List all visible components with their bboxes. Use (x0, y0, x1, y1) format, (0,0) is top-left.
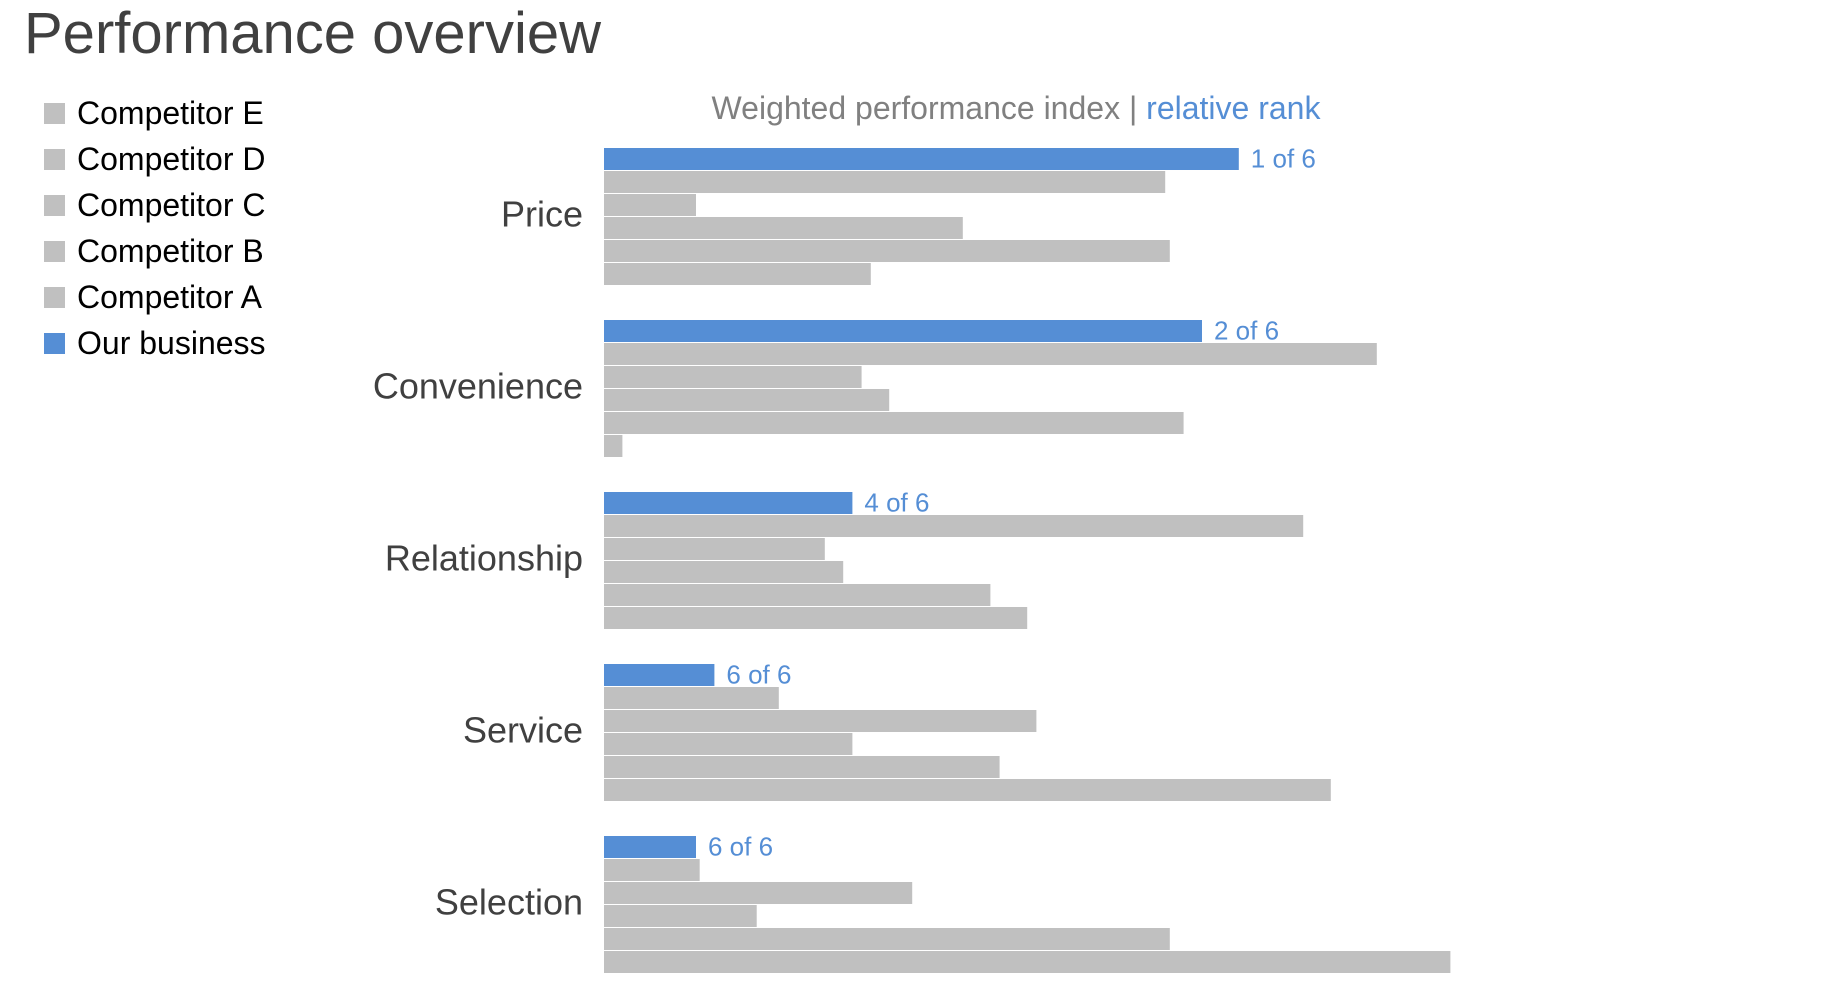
data-label-rank: 4 of 6 (864, 487, 929, 517)
bar-convenience-competitor-a (604, 343, 1377, 365)
bar-selection-competitor-d (604, 928, 1170, 950)
bar-service-competitor-c (604, 733, 853, 755)
chart-legend: Competitor E Competitor D Competitor C Comp… (44, 90, 266, 366)
bar-service-our-business (604, 664, 715, 686)
bar-group-selection: 6 of 6 (604, 831, 1451, 973)
bar-convenience-competitor-d (604, 412, 1184, 434)
data-label-rank: 1 of 6 (1251, 143, 1316, 173)
bar-group-service: 6 of 6 (604, 659, 1331, 801)
category-label-selection: Selection (435, 882, 583, 923)
data-label-rank: 2 of 6 (1214, 315, 1279, 345)
bar-relationship-competitor-a (604, 515, 1304, 537)
legend-item-competitor-e: Competitor E (44, 90, 266, 136)
bar-relationship-competitor-b (604, 538, 825, 560)
bar-service-competitor-d (604, 756, 1000, 778)
bar-price-competitor-e (604, 263, 871, 285)
bar-price-our-business (604, 148, 1239, 170)
bar-selection-competitor-e (604, 951, 1451, 973)
bar-group-convenience: 2 of 6 (604, 315, 1377, 457)
category-label-relationship: Relationship (385, 538, 583, 579)
category-label-service: Service (463, 710, 583, 751)
bar-service-competitor-a (604, 687, 779, 709)
bar-price-competitor-d (604, 240, 1170, 262)
bar-relationship-competitor-d (604, 584, 991, 606)
legend-swatch (44, 102, 65, 124)
legend-label: Competitor C (77, 186, 266, 223)
bar-convenience-competitor-e (604, 435, 623, 457)
legend-item-competitor-d: Competitor D (44, 136, 266, 182)
bar-relationship-competitor-e (604, 607, 1028, 629)
legend-item-competitor-b: Competitor B (44, 228, 266, 274)
bar-price-competitor-c (604, 217, 963, 239)
chart-title-part-rank: relative rank (1146, 90, 1321, 126)
bar-relationship-competitor-c (604, 561, 844, 583)
bar-selection-competitor-c (604, 905, 757, 927)
legend-swatch (44, 240, 65, 262)
category-label-price: Price (501, 194, 583, 235)
bar-convenience-competitor-b (604, 366, 862, 388)
bar-price-competitor-b (604, 194, 696, 216)
page-title: Performance overview (24, 1, 601, 66)
legend-label: Competitor A (77, 278, 262, 315)
bar-service-competitor-e (604, 779, 1331, 801)
chart-title: Weighted performance index | relative ra… (600, 90, 1432, 127)
bar-selection-our-business (604, 836, 696, 858)
legend-label: Our business (77, 324, 266, 361)
data-label-rank: 6 of 6 (726, 659, 791, 689)
bar-selection-competitor-b (604, 882, 913, 904)
bar-relationship-our-business (604, 492, 853, 514)
legend-swatch (44, 148, 65, 170)
data-label-rank: 6 of 6 (708, 831, 773, 861)
bar-convenience-our-business (604, 320, 1202, 342)
legend-swatch (44, 332, 65, 354)
chart-title-part-main: Weighted performance index | (711, 90, 1147, 126)
legend-label: Competitor D (77, 140, 266, 177)
bar-convenience-competitor-c (604, 389, 890, 411)
bar-selection-competitor-a (604, 859, 700, 881)
legend-item-competitor-a: Competitor A (44, 274, 266, 320)
legend-swatch (44, 194, 65, 216)
legend-label: Competitor B (77, 232, 264, 269)
bar-price-competitor-a (604, 171, 1166, 193)
bar-group-relationship: 4 of 6 (604, 487, 1304, 629)
bar-service-competitor-b (604, 710, 1037, 732)
bar-group-price: 1 of 6 (604, 143, 1316, 285)
legend-item-our-business: Our business (44, 320, 266, 366)
legend-label: Competitor E (77, 94, 264, 131)
legend-item-competitor-c: Competitor C (44, 182, 266, 228)
legend-swatch (44, 286, 65, 308)
category-label-convenience: Convenience (373, 366, 583, 407)
